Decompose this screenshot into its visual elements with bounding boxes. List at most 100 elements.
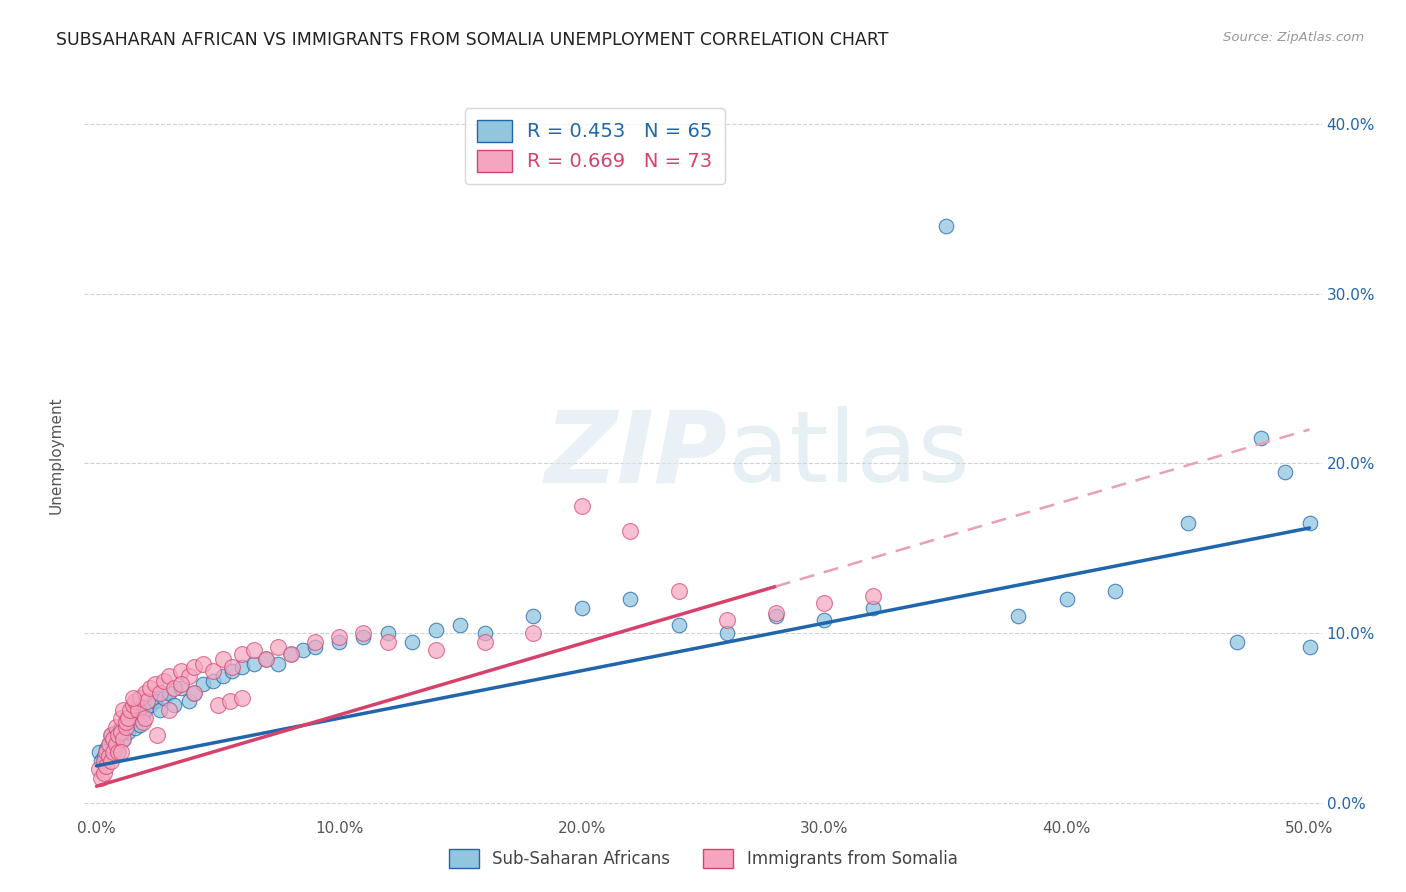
Point xyxy=(619,524,641,539)
Point xyxy=(221,660,243,674)
Point xyxy=(1250,431,1272,445)
Point xyxy=(103,731,125,746)
Text: ZIP: ZIP xyxy=(544,407,728,503)
Point xyxy=(183,660,205,674)
Point xyxy=(93,765,115,780)
Point xyxy=(122,698,145,712)
Point xyxy=(304,635,326,649)
Point xyxy=(134,686,156,700)
Point xyxy=(231,660,253,674)
Point xyxy=(668,583,690,598)
Point xyxy=(170,681,193,695)
Point xyxy=(231,690,253,705)
Point xyxy=(328,630,350,644)
Point xyxy=(97,737,120,751)
Point xyxy=(254,652,277,666)
Point xyxy=(231,647,253,661)
Point xyxy=(207,698,229,712)
Point xyxy=(127,703,149,717)
Y-axis label: Unemployment: Unemployment xyxy=(49,396,63,514)
Point xyxy=(211,652,233,666)
Point xyxy=(280,647,302,661)
Point xyxy=(96,745,118,759)
Point xyxy=(127,711,149,725)
Point xyxy=(474,626,496,640)
Point xyxy=(243,657,266,671)
Point xyxy=(1007,609,1029,624)
Point xyxy=(1298,640,1320,654)
Point xyxy=(148,703,170,717)
Point xyxy=(619,592,641,607)
Point xyxy=(97,737,120,751)
Point xyxy=(201,673,224,688)
Point xyxy=(97,748,120,763)
Point xyxy=(139,681,162,695)
Point xyxy=(221,664,243,678)
Point xyxy=(143,677,166,691)
Point xyxy=(143,694,166,708)
Point xyxy=(862,600,884,615)
Point xyxy=(100,728,122,742)
Point xyxy=(110,745,132,759)
Point xyxy=(425,643,447,657)
Point xyxy=(100,728,122,742)
Point xyxy=(103,731,125,746)
Point xyxy=(328,635,350,649)
Point xyxy=(243,643,266,657)
Point xyxy=(935,219,957,233)
Point xyxy=(124,722,146,736)
Point xyxy=(104,720,127,734)
Point xyxy=(474,635,496,649)
Point xyxy=(267,657,290,671)
Point xyxy=(183,686,205,700)
Point xyxy=(163,698,186,712)
Point xyxy=(112,703,135,717)
Point xyxy=(862,589,884,603)
Point xyxy=(122,690,145,705)
Point xyxy=(136,694,159,708)
Point xyxy=(716,626,738,640)
Legend: Sub-Saharan Africans, Immigrants from Somalia: Sub-Saharan Africans, Immigrants from So… xyxy=(441,842,965,875)
Point xyxy=(103,745,125,759)
Point xyxy=(120,714,142,729)
Point xyxy=(668,617,690,632)
Point xyxy=(93,754,115,768)
Point xyxy=(1226,635,1249,649)
Point xyxy=(522,626,544,640)
Point xyxy=(765,609,787,624)
Point xyxy=(90,771,112,785)
Point xyxy=(117,724,139,739)
Point xyxy=(1104,583,1126,598)
Point xyxy=(107,745,129,759)
Point xyxy=(765,606,787,620)
Point xyxy=(304,640,326,654)
Point xyxy=(813,596,835,610)
Point xyxy=(170,677,193,691)
Text: atlas: atlas xyxy=(728,407,969,503)
Point xyxy=(1274,465,1296,479)
Point xyxy=(157,669,180,683)
Point xyxy=(280,647,302,661)
Point xyxy=(146,728,169,742)
Point xyxy=(177,669,200,683)
Point xyxy=(716,613,738,627)
Point xyxy=(129,718,152,732)
Point xyxy=(291,643,314,657)
Point xyxy=(163,681,186,695)
Point xyxy=(254,652,277,666)
Point xyxy=(122,703,145,717)
Point xyxy=(157,686,180,700)
Point xyxy=(104,737,127,751)
Point xyxy=(117,711,139,725)
Text: SUBSAHARAN AFRICAN VS IMMIGRANTS FROM SOMALIA UNEMPLOYMENT CORRELATION CHART: SUBSAHARAN AFRICAN VS IMMIGRANTS FROM SO… xyxy=(56,31,889,49)
Point xyxy=(425,623,447,637)
Point xyxy=(114,720,136,734)
Point xyxy=(219,694,242,708)
Point xyxy=(90,754,112,768)
Point xyxy=(134,703,156,717)
Point xyxy=(377,626,399,640)
Point xyxy=(107,728,129,742)
Point xyxy=(110,724,132,739)
Point xyxy=(110,720,132,734)
Point xyxy=(153,690,176,705)
